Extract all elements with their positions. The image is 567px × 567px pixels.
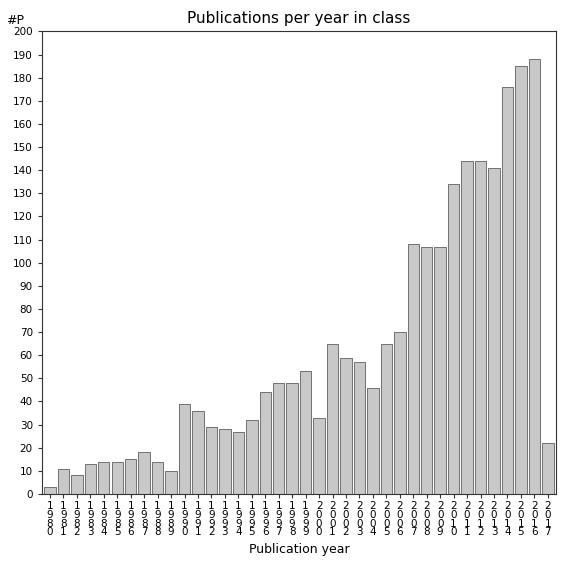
Bar	[232, 431, 244, 494]
Bar	[58, 468, 69, 494]
Bar	[273, 383, 285, 494]
Bar	[380, 344, 392, 494]
Bar	[125, 459, 137, 494]
Bar	[408, 244, 419, 494]
Bar	[219, 429, 231, 494]
Bar	[367, 388, 379, 494]
Bar	[246, 420, 257, 494]
Bar	[192, 411, 204, 494]
Bar	[71, 476, 83, 494]
Bar	[475, 161, 486, 494]
Bar	[314, 418, 325, 494]
Bar	[488, 168, 500, 494]
Bar	[327, 344, 338, 494]
Bar	[502, 87, 513, 494]
Bar	[542, 443, 553, 494]
Bar	[354, 362, 365, 494]
Bar	[394, 332, 405, 494]
Bar	[260, 392, 271, 494]
Bar	[84, 464, 96, 494]
Bar	[340, 358, 352, 494]
Bar	[528, 59, 540, 494]
Bar	[166, 471, 177, 494]
Bar	[515, 66, 527, 494]
Bar	[462, 161, 473, 494]
Bar	[112, 462, 123, 494]
Bar	[98, 462, 109, 494]
Bar	[300, 371, 311, 494]
Title: Publications per year in class: Publications per year in class	[187, 11, 411, 26]
X-axis label: Publication year: Publication year	[248, 543, 349, 556]
Bar	[448, 184, 459, 494]
Bar	[179, 404, 190, 494]
Bar	[44, 487, 56, 494]
Text: #P: #P	[6, 14, 24, 27]
Bar	[434, 247, 446, 494]
Bar	[138, 452, 150, 494]
Bar	[286, 383, 298, 494]
Bar	[421, 247, 433, 494]
Bar	[152, 462, 163, 494]
Bar	[206, 427, 217, 494]
